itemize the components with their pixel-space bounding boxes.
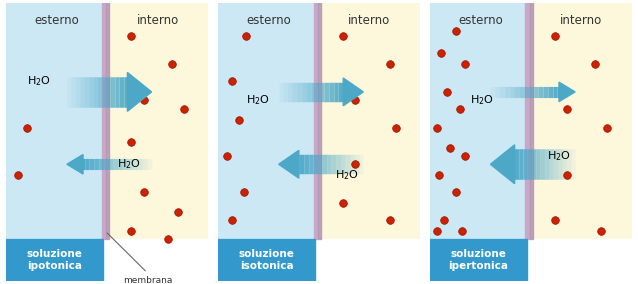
Bar	[6, 239, 103, 281]
Text: esterno: esterno	[34, 14, 79, 27]
Text: soluzione
isotonica: soluzione isotonica	[239, 249, 295, 271]
Bar	[525, 3, 529, 239]
Polygon shape	[279, 150, 299, 178]
Text: H$_2$O: H$_2$O	[470, 93, 494, 107]
Text: H$_2$O: H$_2$O	[246, 93, 271, 107]
Bar	[6, 239, 208, 281]
Bar	[6, 3, 107, 239]
Text: H$_2$O: H$_2$O	[117, 157, 141, 171]
Polygon shape	[343, 78, 364, 106]
Text: interno: interno	[348, 14, 390, 27]
Text: soluzione
ipertonica: soluzione ipertonica	[449, 249, 508, 271]
Text: H$_2$O: H$_2$O	[335, 168, 359, 182]
Bar	[313, 3, 317, 239]
Bar	[430, 239, 632, 281]
Polygon shape	[559, 82, 575, 102]
Bar	[218, 239, 420, 281]
Text: esterno: esterno	[458, 14, 503, 27]
Text: soluzione
ipotonica: soluzione ipotonica	[27, 249, 83, 271]
Polygon shape	[128, 72, 152, 111]
Text: interno: interno	[560, 14, 602, 27]
Bar	[530, 3, 533, 239]
Bar	[218, 3, 319, 239]
Bar	[430, 239, 527, 281]
Text: H$_2$O: H$_2$O	[547, 149, 571, 163]
Bar	[107, 3, 208, 239]
Bar	[106, 3, 109, 239]
Text: H$_2$O: H$_2$O	[27, 74, 50, 88]
Text: esterno: esterno	[246, 14, 291, 27]
Bar	[318, 3, 321, 239]
Text: interno: interno	[137, 14, 179, 27]
Bar	[218, 239, 315, 281]
Text: membrana
semipermeabile: membrana semipermeabile	[107, 233, 197, 284]
Bar	[102, 3, 105, 239]
Bar	[430, 3, 531, 239]
Bar	[531, 3, 632, 239]
Polygon shape	[491, 145, 515, 184]
Bar	[319, 3, 420, 239]
Polygon shape	[67, 154, 83, 174]
